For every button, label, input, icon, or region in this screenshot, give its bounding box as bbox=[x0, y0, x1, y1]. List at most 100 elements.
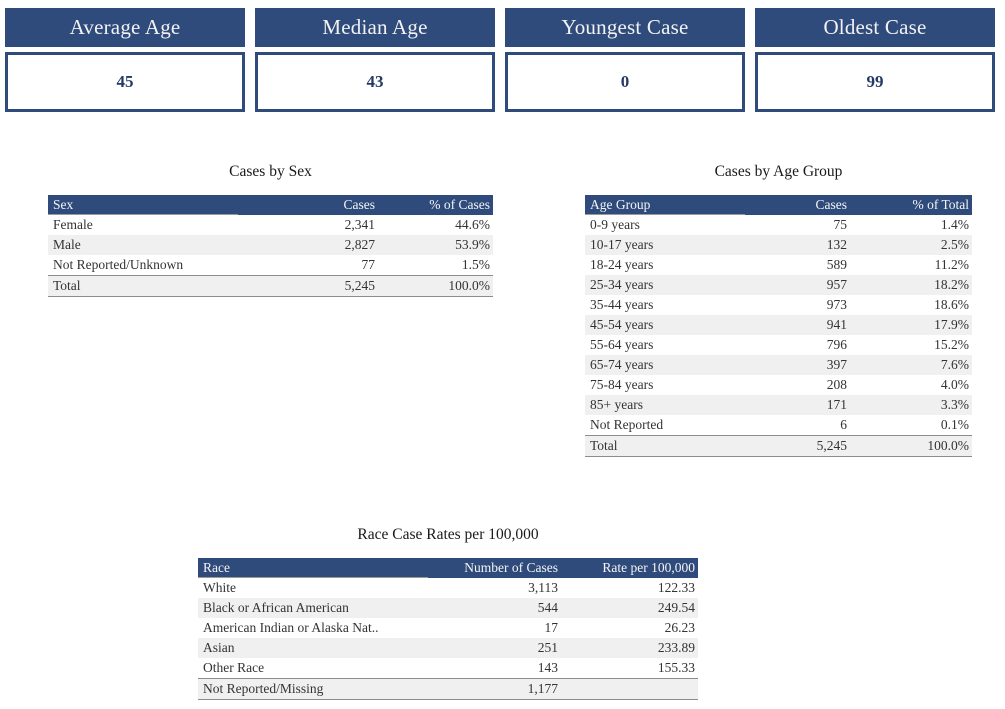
table-row[interactable]: Female 2,341 44.6% bbox=[48, 215, 493, 236]
row-label-cell[interactable]: Not Reported bbox=[590, 417, 664, 432]
race-case-rates-section: Race Case Rates per 100,000 Race Number o… bbox=[198, 524, 698, 700]
value-cell[interactable]: 18.6% bbox=[934, 297, 969, 312]
table-row[interactable]: Black or African American 544 249.54 bbox=[198, 598, 698, 618]
row-label-cell[interactable]: 55-64 years bbox=[590, 337, 654, 352]
row-label-cell[interactable]: 65-74 years bbox=[590, 357, 654, 372]
value-cell[interactable]: 53.9% bbox=[455, 237, 490, 252]
table-row[interactable]: White 3,113 122.33 bbox=[198, 578, 698, 599]
value-cell[interactable]: 17.9% bbox=[934, 317, 969, 332]
table-row[interactable]: 0-9 years 75 1.4% bbox=[585, 215, 972, 236]
value-cell[interactable]: 973 bbox=[826, 297, 847, 312]
table-row[interactable]: 10-17 years 132 2.5% bbox=[585, 235, 972, 255]
value-cell[interactable]: 208 bbox=[826, 377, 847, 392]
value-cell[interactable]: 796 bbox=[826, 337, 847, 352]
row-label-cell[interactable]: Total bbox=[48, 275, 238, 297]
value-cell[interactable]: 155.33 bbox=[657, 660, 695, 675]
value-cell[interactable]: 6 bbox=[840, 417, 847, 432]
column-header: Number of Cases bbox=[428, 558, 561, 578]
value-cell[interactable]: 132 bbox=[826, 237, 847, 252]
row-label-cell[interactable]: 0-9 years bbox=[590, 217, 640, 232]
value-cell[interactable]: 26.23 bbox=[664, 620, 695, 635]
row-label-cell[interactable]: 75-84 years bbox=[590, 377, 654, 392]
table-row[interactable]: 18-24 years 589 11.2% bbox=[585, 255, 972, 275]
table-row[interactable]: 75-84 years 208 4.0% bbox=[585, 375, 972, 395]
value-cell[interactable]: 17 bbox=[544, 620, 559, 635]
value-cell[interactable]: 44.6% bbox=[455, 216, 490, 232]
row-label-cell[interactable]: 25-34 years bbox=[590, 277, 654, 292]
table-row[interactable]: Total 5,245 100.0% bbox=[585, 435, 972, 457]
row-label-cell[interactable]: 10-17 years bbox=[590, 237, 654, 252]
table-row[interactable]: 45-54 years 941 17.9% bbox=[585, 315, 972, 335]
value-cell[interactable]: 251 bbox=[537, 640, 558, 655]
table-row[interactable]: Not Reported 6 0.1% bbox=[585, 415, 972, 436]
value-cell[interactable]: 5,245 bbox=[745, 435, 850, 457]
value-cell[interactable]: 15.2% bbox=[934, 337, 969, 352]
row-label-cell[interactable]: Female bbox=[53, 217, 93, 232]
row-label-cell[interactable]: Not Reported/Missing bbox=[198, 678, 428, 700]
cases-by-age-group-table: Age Group Cases% of Total 0-9 years 75 1.4% 1… bbox=[585, 195, 972, 457]
value-cell[interactable]: 100.0% bbox=[850, 435, 972, 457]
row-label-cell[interactable]: 35-44 years bbox=[590, 297, 654, 312]
row-label-cell[interactable]: Black or African American bbox=[203, 600, 349, 615]
row-label-cell[interactable]: American Indian or Alaska Nat.. bbox=[203, 620, 379, 635]
value-cell[interactable] bbox=[561, 678, 698, 700]
table-row[interactable]: American Indian or Alaska Nat.. 17 26.23 bbox=[198, 618, 698, 638]
column-header: % of Total bbox=[850, 195, 972, 215]
table-row[interactable]: Not Reported/Unknown 77 1.5% bbox=[48, 255, 493, 276]
value-cell[interactable]: 77 bbox=[361, 257, 376, 272]
value-cell[interactable]: 75 bbox=[833, 216, 848, 232]
column-header: Cases bbox=[238, 195, 378, 215]
value-cell[interactable]: 2,341 bbox=[344, 216, 375, 232]
table-row[interactable]: Other Race 143 155.33 bbox=[198, 658, 698, 679]
table-row[interactable]: 85+ years 171 3.3% bbox=[585, 395, 972, 415]
table-row[interactable]: Not Reported/Missing 1,177 bbox=[198, 678, 698, 700]
value-cell[interactable]: 233.89 bbox=[657, 640, 695, 655]
row-label-cell[interactable]: Other Race bbox=[203, 660, 265, 675]
value-cell[interactable]: 171 bbox=[826, 397, 847, 412]
row-label-cell[interactable]: 85+ years bbox=[590, 397, 643, 412]
value-cell[interactable]: 957 bbox=[826, 277, 847, 292]
value-cell[interactable]: 2.5% bbox=[940, 237, 969, 252]
value-cell[interactable]: 4.0% bbox=[940, 377, 969, 392]
value-cell[interactable]: 0.1% bbox=[940, 417, 969, 432]
row-label-cell[interactable]: Not Reported/Unknown bbox=[53, 257, 184, 272]
table-row[interactable]: 65-74 years 397 7.6% bbox=[585, 355, 972, 375]
value-cell[interactable]: 143 bbox=[537, 660, 558, 675]
kpi-card-oldest-case: Oldest Case 99 bbox=[755, 8, 995, 112]
table-row[interactable]: Asian 251 233.89 bbox=[198, 638, 698, 658]
value-cell[interactable]: 397 bbox=[826, 357, 847, 372]
row-label-cell[interactable]: 18-24 years bbox=[590, 257, 654, 272]
table-row[interactable]: Total 5,245 100.0% bbox=[48, 275, 493, 297]
value-cell[interactable]: 11.2% bbox=[934, 257, 969, 272]
value-cell[interactable]: 100.0% bbox=[378, 275, 493, 297]
row-label-cell[interactable]: White bbox=[203, 580, 236, 595]
row-label-cell[interactable]: Male bbox=[53, 237, 81, 252]
kpi-value[interactable]: 43 bbox=[255, 52, 495, 112]
kpi-value[interactable]: 0 bbox=[505, 52, 745, 112]
table-row[interactable]: 35-44 years 973 18.6% bbox=[585, 295, 972, 315]
value-cell[interactable]: 2,827 bbox=[344, 237, 375, 252]
value-cell[interactable]: 3,113 bbox=[528, 579, 558, 595]
value-cell[interactable]: 589 bbox=[826, 257, 847, 272]
value-cell[interactable]: 18.2% bbox=[934, 277, 969, 292]
value-cell[interactable]: 544 bbox=[537, 600, 558, 615]
value-cell[interactable]: 1.5% bbox=[461, 257, 490, 272]
row-label-cell[interactable]: Asian bbox=[203, 640, 235, 655]
value-cell[interactable]: 5,245 bbox=[238, 275, 378, 297]
value-cell[interactable]: 1.4% bbox=[940, 216, 969, 232]
value-cell[interactable]: 941 bbox=[826, 317, 847, 332]
row-label-cell[interactable]: Total bbox=[585, 435, 745, 457]
table-row[interactable]: 25-34 years 957 18.2% bbox=[585, 275, 972, 295]
value-cell[interactable]: 7.6% bbox=[940, 357, 969, 372]
value-cell[interactable]: 3.3% bbox=[940, 397, 969, 412]
row-label-cell[interactable]: 45-54 years bbox=[590, 317, 654, 332]
value-cell[interactable]: 122.33 bbox=[657, 579, 695, 595]
table-row[interactable]: 55-64 years 796 15.2% bbox=[585, 335, 972, 355]
kpi-value[interactable]: 45 bbox=[5, 52, 245, 112]
value-cell[interactable]: 1,177 bbox=[428, 678, 561, 700]
kpi-value[interactable]: 99 bbox=[755, 52, 995, 112]
kpi-card-youngest-case: Youngest Case 0 bbox=[505, 8, 745, 112]
value-cell[interactable]: 249.54 bbox=[657, 600, 695, 615]
table-title: Race Case Rates per 100,000 bbox=[357, 526, 539, 543]
table-row[interactable]: Male 2,827 53.9% bbox=[48, 235, 493, 255]
